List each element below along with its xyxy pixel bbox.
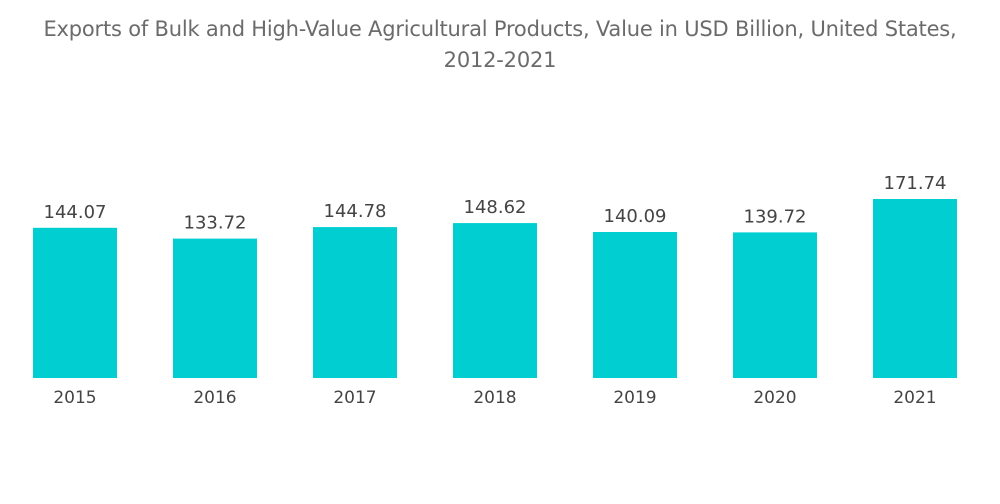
bar-2020 [733, 232, 817, 378]
category-label-2021: 2021 [893, 388, 936, 408]
value-label-2019: 140.09 [604, 206, 667, 227]
category-label-2018: 2018 [473, 388, 516, 408]
bars-group [33, 199, 957, 378]
chart-title: Exports of Bulk and High-Value Agricultu… [43, 17, 957, 72]
bar-2017 [313, 227, 397, 378]
value-label-2017: 144.78 [324, 201, 387, 222]
bar-2016 [173, 238, 257, 378]
value-label-2020: 139.72 [744, 206, 807, 227]
value-labels-group: 144.07 133.72 144.78 148.62 140.09 139.72 171.… [44, 173, 947, 234]
bar-2021 [873, 199, 957, 378]
bar-2018 [453, 223, 537, 378]
value-label-2015: 144.07 [44, 202, 107, 223]
value-label-2021: 171.74 [884, 173, 947, 194]
bar-2015 [33, 227, 117, 378]
category-label-2015: 2015 [53, 388, 96, 408]
category-label-2019: 2019 [613, 388, 656, 408]
category-labels-group: 2015 2016 2017 2018 2019 2020 2021 [53, 388, 936, 408]
bar-2019 [593, 232, 677, 378]
category-label-2017: 2017 [333, 388, 376, 408]
value-label-2018: 148.62 [464, 197, 527, 218]
value-label-2016: 133.72 [184, 213, 247, 234]
category-label-2020: 2020 [753, 388, 796, 408]
category-label-2016: 2016 [193, 388, 236, 408]
